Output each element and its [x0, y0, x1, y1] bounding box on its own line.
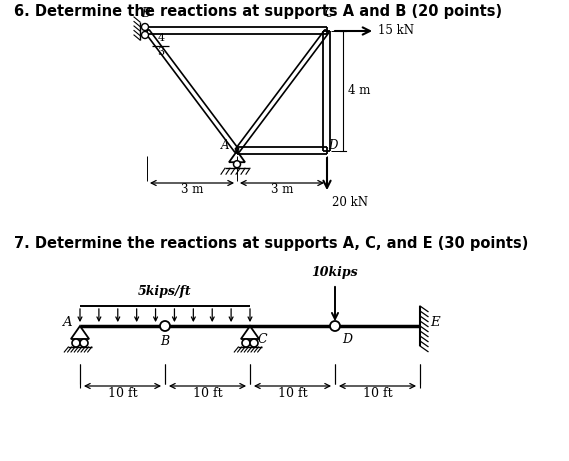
Text: 3: 3	[158, 47, 164, 57]
Circle shape	[80, 339, 88, 347]
Circle shape	[233, 161, 241, 168]
Text: B: B	[141, 7, 149, 20]
Text: D: D	[328, 139, 337, 152]
Text: A: A	[62, 317, 72, 330]
Circle shape	[242, 339, 250, 347]
Text: 4 m: 4 m	[348, 84, 370, 97]
Text: 3 m: 3 m	[271, 183, 293, 196]
Text: 5kips/ft: 5kips/ft	[138, 285, 192, 298]
Circle shape	[330, 321, 340, 331]
Text: 10 ft: 10 ft	[362, 387, 392, 400]
Text: 10 ft: 10 ft	[108, 387, 137, 400]
Text: D: D	[342, 333, 352, 346]
Circle shape	[160, 321, 170, 331]
Text: 10 ft: 10 ft	[278, 387, 307, 400]
Text: E: E	[430, 317, 440, 330]
Circle shape	[250, 339, 258, 347]
Text: B: B	[160, 335, 170, 348]
Text: 6. Determine the reactions at supports A and B (20 points): 6. Determine the reactions at supports A…	[14, 4, 502, 19]
Circle shape	[142, 24, 149, 30]
Text: 10 ft: 10 ft	[193, 387, 222, 400]
Circle shape	[142, 31, 149, 39]
Text: 3 m: 3 m	[181, 183, 203, 196]
Text: 10kips: 10kips	[312, 266, 358, 279]
Text: 7. Determine the reactions at supports A, C, and E (30 points): 7. Determine the reactions at supports A…	[14, 236, 529, 251]
Text: A: A	[221, 139, 229, 152]
Text: C: C	[257, 333, 267, 346]
Circle shape	[72, 339, 80, 347]
Text: 15 kN: 15 kN	[378, 24, 414, 37]
Text: C: C	[324, 7, 333, 20]
Text: 4: 4	[158, 33, 164, 43]
Text: 20 kN: 20 kN	[332, 196, 368, 209]
